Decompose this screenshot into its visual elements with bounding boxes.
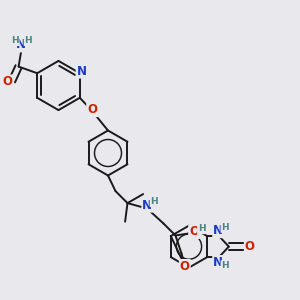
Text: H: H — [24, 36, 32, 45]
Text: O: O — [189, 225, 199, 238]
Text: H: H — [11, 36, 19, 45]
Text: O: O — [87, 103, 97, 116]
Text: N: N — [142, 199, 152, 212]
Text: H: H — [150, 197, 158, 206]
Text: H: H — [198, 224, 206, 233]
Text: N: N — [16, 38, 26, 52]
Text: O: O — [245, 240, 255, 253]
Text: O: O — [3, 75, 13, 88]
Text: O: O — [180, 260, 190, 273]
Text: H: H — [221, 261, 229, 270]
Text: N: N — [213, 256, 223, 269]
Text: N: N — [213, 224, 223, 237]
Text: H: H — [221, 223, 229, 232]
Text: N: N — [76, 64, 87, 78]
